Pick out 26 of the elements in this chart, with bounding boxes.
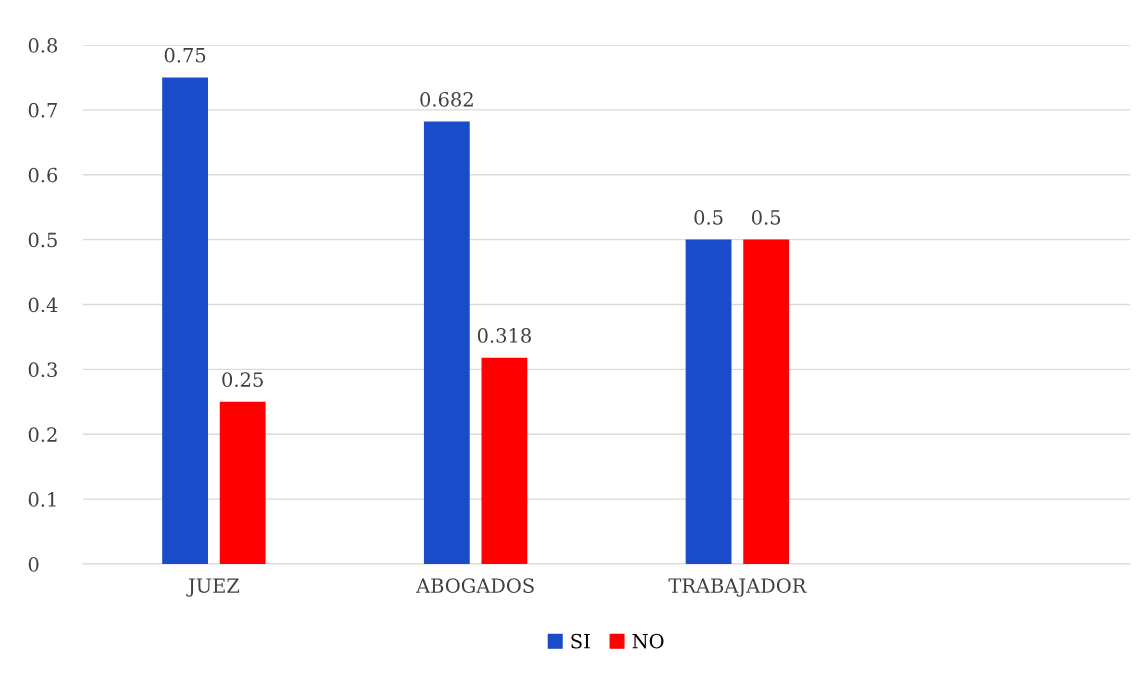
bar: [481, 357, 528, 564]
x-tick-label: TRABAJADOR: [668, 578, 807, 597]
bar: [743, 239, 790, 564]
data-label: 0.5: [751, 210, 781, 225]
bar: [219, 401, 266, 564]
y-tick-label: 0.6: [28, 167, 58, 183]
data-label: 0.5: [694, 210, 723, 225]
data-label: 0.682: [420, 91, 473, 107]
y-tick-label: 0.1: [28, 492, 56, 507]
y-tick-label: 0.2: [28, 427, 57, 442]
data-label: 0.318: [477, 328, 531, 343]
legend-label: NO: [632, 633, 664, 649]
y-tick-label: 0.3: [28, 362, 57, 378]
bar: [685, 239, 732, 564]
bar: [162, 77, 208, 564]
x-tick-label: ABOGADOS: [415, 578, 534, 593]
bar: [423, 121, 470, 564]
y-tick-label: 0.4: [28, 297, 58, 313]
y-tick-label: 0.7: [28, 102, 57, 118]
y-tick-label: 0.8: [28, 37, 58, 53]
data-label: 0.25: [222, 372, 263, 387]
x-tick-label: JUEZ: [186, 578, 240, 597]
y-tick-label: 0.5: [28, 232, 57, 248]
data-label: 0.75: [164, 47, 206, 63]
legend-label: SI: [571, 633, 590, 649]
y-tick-label: 0: [28, 556, 39, 572]
